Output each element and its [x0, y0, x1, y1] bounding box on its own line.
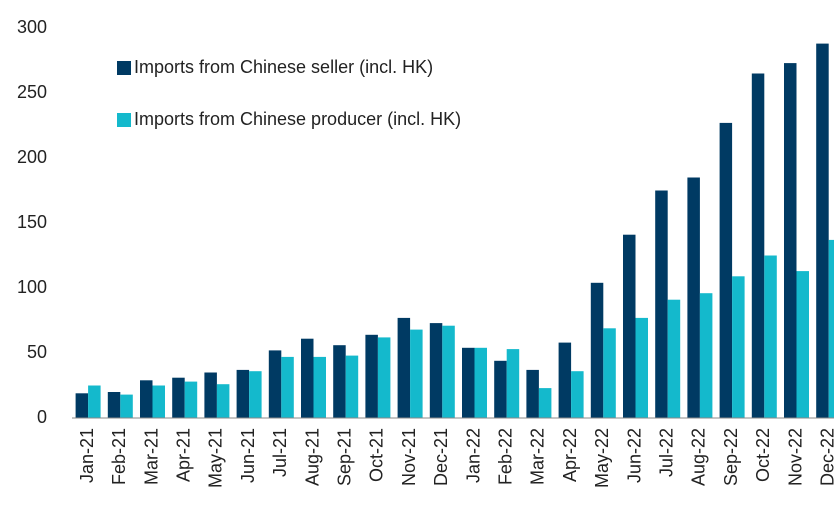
legend-label: Imports from Chinese seller (incl. HK)	[134, 57, 433, 77]
x-tick-label: Mar-22	[528, 428, 548, 485]
bar	[216, 384, 230, 418]
x-tick-label: May-22	[592, 428, 612, 488]
y-tick-label: 250	[17, 82, 47, 102]
x-tick-label: Dec-21	[431, 428, 451, 486]
x-tick-label: Aug-21	[302, 428, 322, 486]
bar	[184, 381, 198, 418]
bar	[699, 293, 713, 418]
x-tick-label: Nov-22	[785, 428, 805, 486]
bar	[140, 380, 153, 418]
bar	[397, 317, 411, 418]
bar	[719, 122, 733, 419]
bar	[462, 347, 475, 418]
y-tick-label: 300	[17, 17, 47, 37]
bar	[365, 334, 378, 418]
bar	[590, 282, 604, 418]
legend-swatch	[117, 113, 131, 127]
bar	[268, 350, 282, 418]
bar	[494, 360, 507, 418]
bar	[526, 369, 539, 418]
bar	[345, 355, 359, 418]
x-tick-label: Sep-21	[334, 428, 354, 486]
x-tick-label: May-21	[206, 428, 226, 488]
bar	[764, 255, 777, 418]
bar	[236, 369, 250, 418]
bar	[796, 271, 809, 418]
x-tick-label: Jan-21	[77, 428, 97, 483]
bar	[828, 239, 834, 418]
bar	[732, 276, 745, 418]
bar	[667, 299, 681, 418]
bar	[333, 345, 346, 418]
y-tick-label: 0	[37, 407, 47, 427]
bar	[410, 329, 423, 418]
x-tick-label: Oct-22	[753, 428, 773, 482]
bar	[249, 371, 262, 418]
legend-swatch	[117, 61, 131, 75]
bar	[474, 347, 487, 418]
y-tick-label: 150	[17, 212, 47, 232]
bar	[635, 317, 648, 418]
bar	[751, 73, 765, 418]
x-tick-label: Mar-21	[141, 428, 161, 485]
x-tick-label: Apr-22	[560, 428, 580, 482]
bar	[313, 356, 326, 418]
bar	[816, 43, 829, 418]
x-tick-label: Sep-22	[721, 428, 741, 486]
bar	[88, 385, 101, 418]
x-tick-label: Jul-21	[270, 428, 290, 477]
legend-label: Imports from Chinese producer (incl. HK)	[134, 109, 461, 129]
bar	[655, 190, 668, 418]
bar	[429, 323, 443, 418]
bar	[603, 328, 616, 418]
bar	[506, 349, 520, 418]
bar	[107, 392, 121, 418]
bar	[442, 325, 455, 418]
x-tick-label: Jun-21	[238, 428, 258, 483]
y-tick-label: 100	[17, 277, 47, 297]
y-tick-label: 50	[27, 342, 47, 362]
bar	[75, 393, 89, 418]
bar	[204, 372, 217, 418]
bar	[623, 234, 636, 418]
bar	[377, 337, 391, 418]
bar	[538, 388, 552, 418]
x-tick-label: Aug-22	[689, 428, 709, 486]
bar	[571, 371, 584, 418]
x-tick-label: Nov-21	[399, 428, 419, 486]
x-tick-label: Dec-22	[817, 428, 834, 486]
bar	[281, 356, 294, 418]
x-tick-label: Feb-21	[109, 428, 129, 485]
bar	[558, 342, 572, 418]
bar	[120, 394, 133, 418]
bar	[301, 338, 314, 418]
bar	[687, 177, 700, 418]
bar	[784, 63, 797, 418]
bar	[152, 385, 165, 418]
y-tick-label: 200	[17, 147, 47, 167]
x-tick-label: Apr-21	[173, 428, 193, 482]
x-tick-label: Jul-22	[656, 428, 676, 477]
x-tick-label: Jan-22	[463, 428, 483, 483]
x-tick-label: Oct-21	[367, 428, 387, 482]
bar	[172, 377, 185, 418]
x-tick-label: Feb-22	[495, 428, 515, 485]
x-tick-label: Jun-22	[624, 428, 644, 483]
